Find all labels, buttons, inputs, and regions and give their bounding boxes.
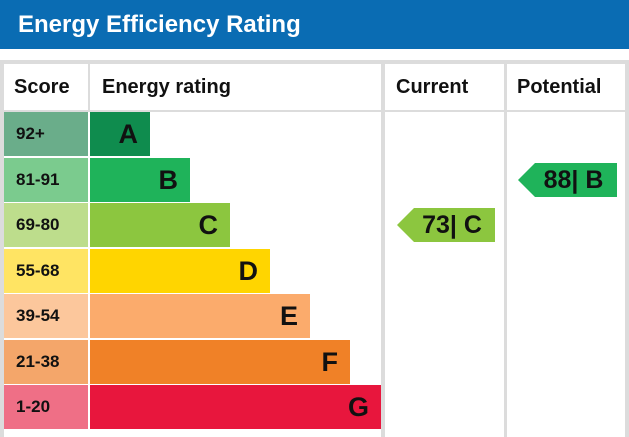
- band-letter-c: C: [198, 210, 219, 240]
- rating-table: Score Energy rating Current Potential 92…: [0, 60, 629, 437]
- current-rating-label: 73| C: [422, 211, 482, 239]
- potential-rating-arrow: 88| B: [518, 163, 617, 197]
- current-arrow-shape: [397, 208, 495, 242]
- band-letter-d: D: [238, 256, 259, 286]
- potential-column-header: Potential: [517, 76, 602, 98]
- band-bar-c: C: [90, 203, 230, 247]
- band-letter-b: B: [158, 165, 179, 195]
- chart-title: Energy Efficiency Rating: [0, 0, 629, 49]
- band-score-c: 69-80: [4, 203, 88, 247]
- current-rating-arrow: 73| C: [397, 208, 495, 242]
- band-letter-a: A: [118, 119, 139, 149]
- potential-arrow-shape: [518, 163, 617, 197]
- band-bar-g: G: [90, 385, 381, 429]
- band-bar-d: D: [90, 249, 270, 293]
- band-letter-f: F: [321, 347, 339, 377]
- band-letter-e: E: [279, 301, 298, 331]
- current-header-cell: Current: [385, 64, 504, 110]
- current-body-cell: [385, 112, 504, 437]
- band-score-f: 21-38: [4, 340, 88, 384]
- band-score-d: 55-68: [4, 249, 88, 293]
- band-bar-a: A: [90, 112, 150, 156]
- band-score-g: 1-20: [4, 385, 88, 429]
- band-score-e: 39-54: [4, 294, 88, 338]
- score-column-header: Score: [14, 76, 70, 98]
- band-bar-f: F: [90, 340, 350, 384]
- band-score-a: 92+: [4, 112, 88, 156]
- band-bar-b: B: [90, 158, 190, 202]
- potential-body-cell: [507, 112, 625, 437]
- potential-header-cell: Potential: [507, 64, 625, 110]
- band-score-b: 81-91: [4, 158, 88, 202]
- current-column-header: Current: [396, 76, 469, 98]
- band-bar-e: E: [90, 294, 310, 338]
- energy-rating-column-header: Energy rating: [102, 76, 231, 98]
- potential-rating-label: 88| B: [543, 166, 604, 194]
- rating-header-cell: Energy rating: [90, 64, 381, 110]
- score-header-cell: Score: [4, 64, 88, 110]
- band-letter-g: G: [347, 392, 369, 422]
